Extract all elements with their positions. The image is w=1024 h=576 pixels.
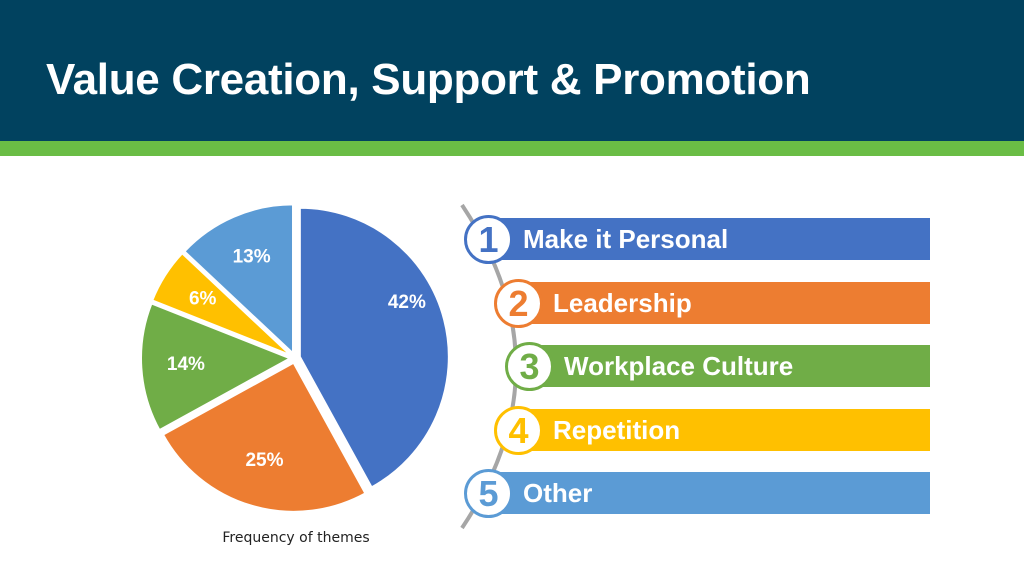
theme-number-badge: 5: [464, 469, 513, 518]
theme-number-badge: 4: [494, 406, 543, 455]
pie-slice: [182, 203, 295, 356]
pie-slice-label: 6%: [189, 288, 217, 309]
pie-slice: [298, 206, 450, 489]
pie-slice: [150, 251, 292, 357]
header-band: Value Creation, Support & Promotion: [0, 0, 1024, 141]
theme-label: Workplace Culture: [564, 351, 794, 381]
pie-chart: 42% 25% 14% 6% 13%: [140, 203, 450, 513]
pie-labels: 42% 25% 14% 6% 13%: [167, 247, 426, 471]
theme-number-badge: 2: [494, 279, 543, 328]
theme-bar: [529, 345, 930, 387]
theme-label: Make it Personal: [523, 224, 729, 254]
page-title: Value Creation, Support & Promotion: [46, 55, 811, 104]
theme-number-badge: 3: [505, 342, 554, 391]
pie-slice-label: 14%: [167, 354, 205, 375]
accent-stripe: [0, 141, 1024, 156]
chart-caption: Frequency of themes: [222, 530, 370, 546]
theme-bar: [488, 218, 930, 260]
theme-item: Workplace Culture 3: [0, 342, 1024, 391]
pie-slices: [140, 203, 450, 513]
theme-number-badge: 1: [464, 215, 513, 264]
theme-label: Leadership: [553, 288, 692, 318]
pie-slice-label: 13%: [233, 247, 271, 268]
theme-label: Repetition: [553, 415, 681, 445]
theme-bar: [488, 472, 930, 514]
theme-bar: [518, 282, 930, 324]
pie-slice: [161, 361, 367, 513]
theme-item: Leadership 2: [0, 279, 1024, 328]
theme-item: Make it Personal 1: [0, 215, 1024, 264]
pie-slice-label: 25%: [245, 450, 283, 471]
pie-slice-label: 42%: [388, 292, 426, 313]
theme-bar: [518, 409, 930, 451]
pie-slice: [140, 302, 293, 432]
theme-item: Repetition 4: [0, 406, 1024, 455]
theme-label: Other: [523, 478, 593, 508]
theme-item: Other 5: [0, 469, 1024, 518]
